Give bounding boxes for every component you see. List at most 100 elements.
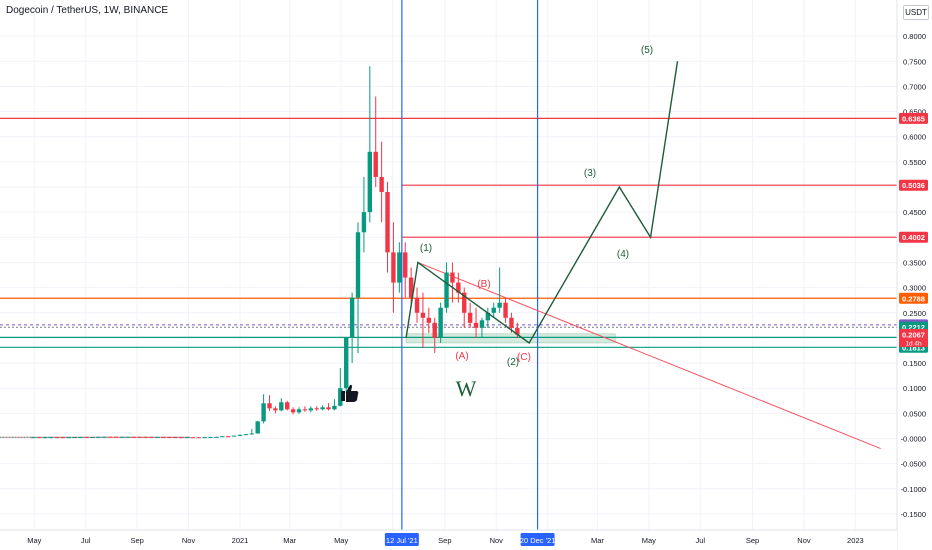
candle (10, 436, 12, 438)
candle-body (379, 176, 384, 193)
level-badge (899, 231, 928, 243)
price-axis (897, 0, 932, 550)
candle-body (196, 437, 201, 439)
candle-body (31, 437, 36, 439)
candle-body (208, 436, 213, 438)
candle-body (302, 409, 308, 411)
candle (36, 436, 38, 438)
candle-body (473, 322, 479, 328)
wave-label: (5) (641, 45, 653, 56)
y-tick-label: -0.1500 (901, 510, 926, 519)
candle-body (90, 436, 95, 438)
y-tick-label: 0.2500 (903, 309, 926, 318)
x-tick-label: Mar (591, 536, 604, 545)
candle-body (438, 307, 443, 338)
candle-body (255, 421, 260, 434)
candle (76, 436, 78, 438)
candle (30, 436, 32, 438)
support-zone (405, 333, 616, 344)
candle (148, 436, 150, 438)
candle (15, 436, 17, 438)
x-tick-label: Sep (438, 536, 451, 545)
candle (48, 436, 50, 438)
y-tick-label: -0.0000 (901, 435, 926, 444)
candle (70, 436, 72, 438)
candle (159, 436, 161, 438)
y-tick-label: 0.7000 (903, 82, 926, 91)
x-tick-label: Sep (130, 536, 143, 545)
y-tick-label: 0.6000 (903, 133, 926, 142)
candle-body (155, 436, 160, 438)
candle-body (355, 232, 361, 298)
candle-body (332, 405, 337, 410)
candle-body (414, 297, 420, 313)
wave-label: (4) (617, 249, 629, 260)
candle-body (172, 437, 178, 439)
level-badge (899, 179, 928, 191)
candle (177, 436, 179, 438)
wave-projection (405, 61, 679, 344)
candle (12, 436, 14, 438)
candles (31, 66, 520, 439)
level-badge-text: 0.1813 (902, 343, 925, 352)
candle-body (397, 252, 402, 283)
y-tick-label: -0.1000 (901, 485, 926, 494)
candle-body (285, 402, 290, 410)
y-tick-label: 0.0500 (903, 409, 926, 418)
y-tick-label: -0.0500 (901, 460, 926, 469)
candle (130, 436, 132, 438)
currency-button[interactable]: USDT (903, 5, 929, 20)
candle-body (125, 436, 131, 438)
level-badge-text: 0.5036 (902, 181, 925, 190)
candle (4, 436, 6, 438)
candle-body (391, 252, 396, 283)
x-tick-label: Jul (695, 536, 705, 545)
candle-body (96, 436, 101, 438)
level-badge (899, 292, 928, 304)
candle (24, 436, 26, 438)
y-tick-label: 0.1000 (903, 384, 926, 393)
candle-body (344, 337, 349, 389)
candle-body (503, 302, 508, 318)
candle (66, 436, 68, 438)
candle-body (497, 302, 502, 308)
wave-label: (2) (507, 357, 519, 368)
candle (54, 436, 56, 438)
candle-body (456, 282, 461, 293)
candle-body (462, 292, 467, 313)
y-tick-label: 0.4500 (903, 208, 926, 217)
candle-body (166, 436, 172, 438)
price-badge (899, 329, 928, 348)
candle-body (432, 322, 437, 338)
date-badge (520, 533, 555, 546)
candle (19, 436, 21, 438)
candle-body (273, 408, 278, 411)
level-badge (899, 112, 928, 124)
wave-label: (3) (584, 168, 596, 179)
candle-body (225, 436, 231, 438)
candle-body (149, 436, 154, 438)
candle (118, 436, 120, 438)
candle-body (143, 436, 148, 438)
y-tick-label: 0.3500 (903, 258, 926, 267)
candle-body (320, 407, 325, 410)
candle (25, 436, 27, 438)
wave-label: (C) (517, 352, 531, 363)
x-tick-label: 2023 (847, 536, 864, 545)
date-badge-text: 20 Dec '21 (520, 536, 556, 545)
countdown-text: 1d 4h (905, 341, 922, 348)
candle (1, 436, 3, 438)
candle (112, 436, 114, 438)
y-tick-label: 0.3000 (903, 284, 926, 293)
candle-body (367, 151, 373, 213)
candle-body (184, 437, 190, 439)
x-tick-label: 2021 (232, 536, 249, 545)
candle-body (515, 327, 520, 335)
candle (22, 436, 24, 438)
candle-body (237, 434, 243, 436)
y-tick-label: 0.6500 (903, 108, 926, 117)
level-badge-text: 0.6365 (902, 114, 925, 123)
level-badge-text: 0.4002 (902, 233, 925, 242)
candle-body (479, 320, 485, 328)
